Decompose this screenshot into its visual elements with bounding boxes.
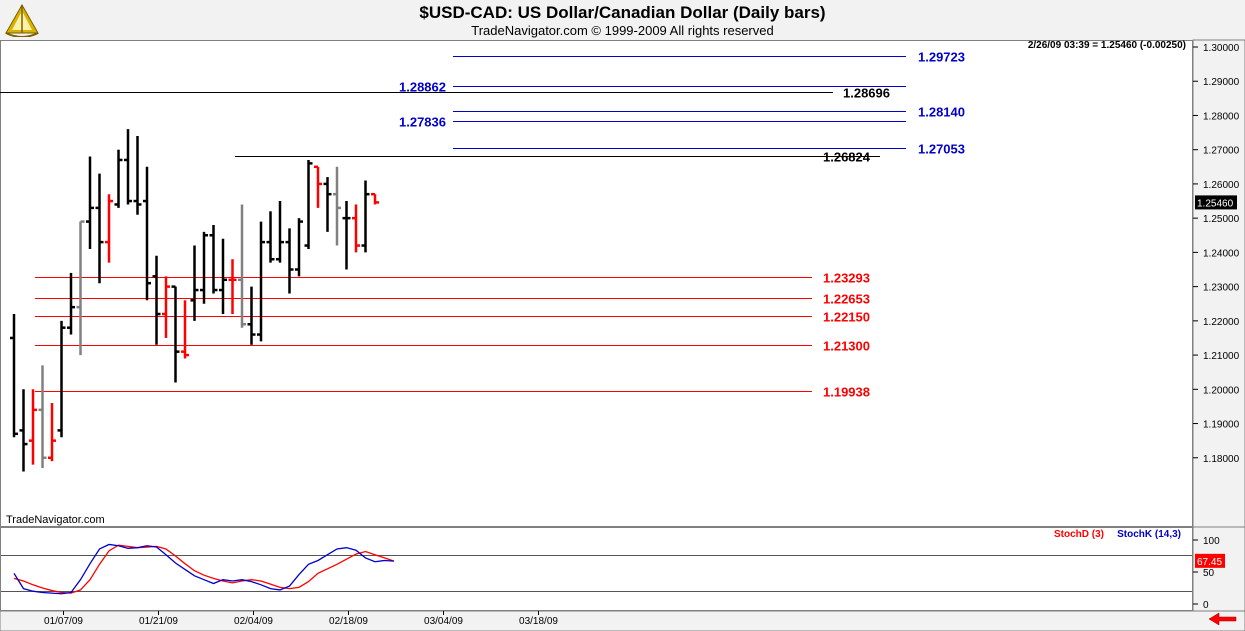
status-line: 2/26/09 03:39 = 1.25460 (-0.00250) [1028, 40, 1186, 51]
price-tick-label: 1.25000 [1203, 214, 1240, 225]
ohlc-bar [333, 166, 341, 246]
level-label: 1.29723 [918, 50, 965, 65]
ohlc-bar [105, 194, 113, 263]
price-tick-label: 1.24000 [1203, 248, 1240, 259]
copyright-notice: TradeNavigator.com © 1999-2009 All right… [471, 23, 774, 38]
level-label: 1.19938 [823, 385, 870, 400]
stoch-tick-label: 100 [1203, 536, 1220, 547]
price-tick-label: 1.27000 [1203, 146, 1240, 157]
price-tick-label: 1.19000 [1203, 420, 1240, 431]
ohlc-bar [95, 173, 104, 284]
stoch-plot-frame [0, 527, 1193, 611]
level-label: 1.26824 [823, 150, 871, 165]
price-tick-label: 1.21000 [1203, 351, 1240, 362]
ohlc-bar [352, 204, 360, 253]
chart-title: $USD-CAD: US Dollar/Canadian Dollar (Dai… [419, 3, 826, 22]
stoch-last-value-label: 67.45 [1197, 557, 1222, 568]
level-label: 1.22653 [823, 292, 870, 307]
date-tick-label: 03/04/09 [424, 616, 463, 627]
price-tick-label: 1.18000 [1203, 454, 1240, 465]
level-label: 1.21300 [823, 339, 870, 354]
ohlc-bar [57, 320, 66, 438]
ohlc-bar [228, 259, 237, 314]
level-label: 1.27836 [399, 115, 446, 130]
stoch-line [13, 543, 395, 595]
date-tick-label: 03/18/09 [519, 616, 558, 627]
scroll-right-arrow-icon[interactable] [1208, 612, 1237, 626]
ohlc-bar [143, 166, 151, 301]
ohlc-bar [38, 365, 47, 469]
ohlc-bar [276, 201, 284, 263]
ohlc-bar [133, 136, 142, 215]
stoch-tick-label: 0 [1203, 600, 1209, 611]
date-tick-label: 02/18/09 [329, 616, 368, 627]
stoch-last-value-box [1195, 553, 1225, 568]
price-axis: 1.18000 1.19000 1.20000 1.21000 1.22000 1.230… [1193, 43, 1240, 465]
price-tick-label: 1.22000 [1203, 317, 1240, 328]
level-label: 1.28696 [843, 86, 890, 101]
ohlc-bar [10, 314, 18, 438]
date-tick-label: 01/21/09 [139, 616, 178, 627]
ohlc-bar [171, 285, 180, 383]
ohlc-bar [76, 220, 85, 356]
stoch-line [13, 544, 395, 594]
ohlc-bar [238, 204, 246, 328]
ohlc-bar [200, 231, 208, 304]
stoch-legend-label: StochD (3) [1054, 529, 1104, 540]
ohlc-bar [314, 165, 322, 208]
level-label: 1.28862 [399, 80, 446, 95]
date-tick-label: 02/04/09 [234, 616, 273, 627]
last-price-label: 1.25460 [1197, 198, 1234, 209]
price-tick-label: 1.29000 [1203, 77, 1240, 88]
chart-header: $USD-CAD: US Dollar/Canadian Dollar (Dai… [0, 0, 1245, 40]
level-label: 1.28140 [918, 105, 965, 120]
ohlc-bar [371, 192, 379, 205]
ohlc-bar [219, 238, 227, 314]
ohlc-bar [209, 225, 218, 294]
ohlc-bar [295, 218, 303, 277]
ohlc-bar [190, 245, 199, 321]
level-lines: 1.29723 1.28862 1.28696 1.28140 1.27836 1.270… [0, 50, 965, 400]
ohlc-bar [114, 149, 123, 208]
ohlc-bar [124, 129, 132, 205]
ohlc-bar [266, 211, 275, 263]
stoch-axis-panel [1192, 526, 1245, 612]
date-axis: 01/07/09 01/21/09 02/04/09 02/18/09 03/04/09… [44, 611, 558, 627]
ohlc-bar [162, 276, 170, 338]
stoch-legend-label: StochK (14,3) [1117, 529, 1181, 540]
ohlc-bar [19, 389, 28, 472]
ohlc-bar [181, 300, 189, 359]
ohlc-bar [361, 180, 370, 253]
ohlc-bar [285, 228, 294, 294]
price-tick-label: 1.23000 [1203, 283, 1240, 294]
date-tick-label: 01/07/09 [44, 616, 83, 627]
price-tick-label: 1.28000 [1203, 111, 1240, 122]
ohlc-bar [48, 403, 56, 462]
last-price-box [1195, 195, 1237, 210]
level-label: 1.27053 [918, 142, 965, 157]
ohlc-bar [67, 272, 75, 335]
price-tick-label: 1.20000 [1203, 385, 1240, 396]
sextant-icon [5, 3, 39, 37]
ohlc-bar [342, 201, 351, 270]
price-tick-label: 1.26000 [1203, 180, 1240, 191]
price-tick-label: 1.30000 [1203, 43, 1240, 54]
ohlc-bar [323, 177, 332, 232]
watermark: TradeNavigator.com [6, 514, 105, 526]
ohlc-bar [304, 159, 313, 249]
ohlc-bar [86, 156, 94, 249]
ohlc-bar [247, 286, 256, 345]
stochastic-panel: StochD (3) StochK (14,3) 100 50 0 67.45 [13, 529, 1225, 611]
ohlc-bar [152, 255, 161, 345]
ohlc-bar [29, 389, 37, 465]
stoch-tick-label: 50 [1203, 568, 1215, 579]
ohlc-bars [10, 129, 379, 472]
level-label: 1.22150 [823, 310, 870, 325]
level-label: 1.23293 [823, 271, 870, 286]
date-axis-panel [0, 610, 1245, 631]
main-plot-frame [0, 40, 1193, 527]
main-axis-panel [1192, 39, 1245, 528]
ohlc-bar [257, 221, 265, 342]
